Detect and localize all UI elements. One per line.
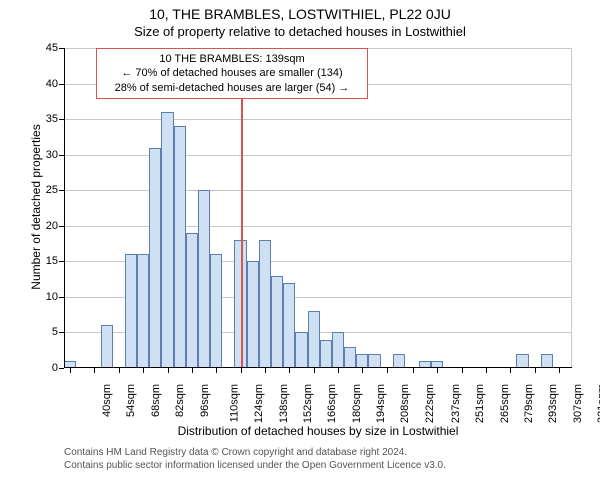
histogram-bar — [393, 354, 405, 368]
histogram-bar — [198, 190, 210, 368]
x-tick-label: 307sqm — [572, 384, 584, 423]
annotation-line-3: 28% of semi-detached houses are larger (… — [103, 81, 361, 95]
x-tick-label: 152sqm — [302, 384, 314, 423]
x-tick-label: 54sqm — [125, 384, 137, 417]
x-tick-label: 68sqm — [150, 384, 162, 417]
histogram-bar — [161, 112, 173, 368]
x-tick-label: 166sqm — [326, 384, 338, 423]
footer: Contains HM Land Registry data © Crown c… — [64, 446, 446, 472]
histogram-bar — [295, 332, 307, 368]
x-tick-label: 208sqm — [400, 384, 412, 423]
histogram-bar — [137, 254, 149, 368]
histogram-bar — [516, 354, 528, 368]
histogram-bar — [247, 261, 259, 368]
x-tick-label: 237sqm — [450, 384, 462, 423]
histogram-bar — [344, 347, 356, 368]
histogram-bar — [308, 311, 320, 368]
histogram-bar — [101, 325, 113, 368]
histogram-bar — [332, 332, 344, 368]
histogram-bar — [368, 354, 380, 368]
page-title: 10, THE BRAMBLES, LOSTWITHIEL, PL22 0JU — [0, 0, 600, 22]
x-tick-label: 194sqm — [375, 384, 387, 423]
footer-line-2: Contains public sector information licen… — [64, 459, 446, 472]
x-tick-label: 222sqm — [424, 384, 436, 423]
histogram-bar — [210, 254, 222, 368]
x-tick-label: 124sqm — [253, 384, 265, 423]
histogram-bar — [259, 240, 271, 368]
x-tick-label: 293sqm — [547, 384, 559, 423]
x-tick-label: 138sqm — [278, 384, 290, 423]
histogram-bar — [149, 148, 161, 368]
annotation-box: 10 THE BRAMBLES: 139sqm ← 70% of detache… — [96, 48, 368, 99]
subtitle: Size of property relative to detached ho… — [0, 22, 600, 39]
histogram-bar — [320, 340, 332, 368]
footer-line-1: Contains HM Land Registry data © Crown c… — [64, 446, 446, 459]
y-axis-label: Number of detached properties — [29, 47, 43, 367]
histogram-bar — [541, 354, 553, 368]
x-tick-label: 96sqm — [199, 384, 211, 417]
histogram-bar — [283, 283, 295, 368]
x-tick-label: 279sqm — [523, 384, 535, 423]
x-tick-label: 40sqm — [101, 384, 113, 417]
histogram-bar — [174, 126, 186, 368]
x-tick-label: 110sqm — [228, 384, 240, 422]
x-tick-label: 321sqm — [596, 384, 600, 423]
x-axis-label: Distribution of detached houses by size … — [64, 424, 572, 438]
annotation-line-1: 10 THE BRAMBLES: 139sqm — [103, 52, 361, 66]
histogram-bar — [186, 233, 198, 368]
x-tick-label: 82sqm — [174, 384, 186, 417]
x-tick-label: 251sqm — [474, 384, 486, 423]
x-tick-label: 180sqm — [351, 384, 363, 423]
annotation-line-2: ← 70% of detached houses are smaller (13… — [103, 66, 361, 80]
histogram-bar — [271, 276, 283, 368]
histogram-bar — [356, 354, 368, 368]
histogram-bar — [125, 254, 137, 368]
x-tick-label: 265sqm — [499, 384, 511, 423]
